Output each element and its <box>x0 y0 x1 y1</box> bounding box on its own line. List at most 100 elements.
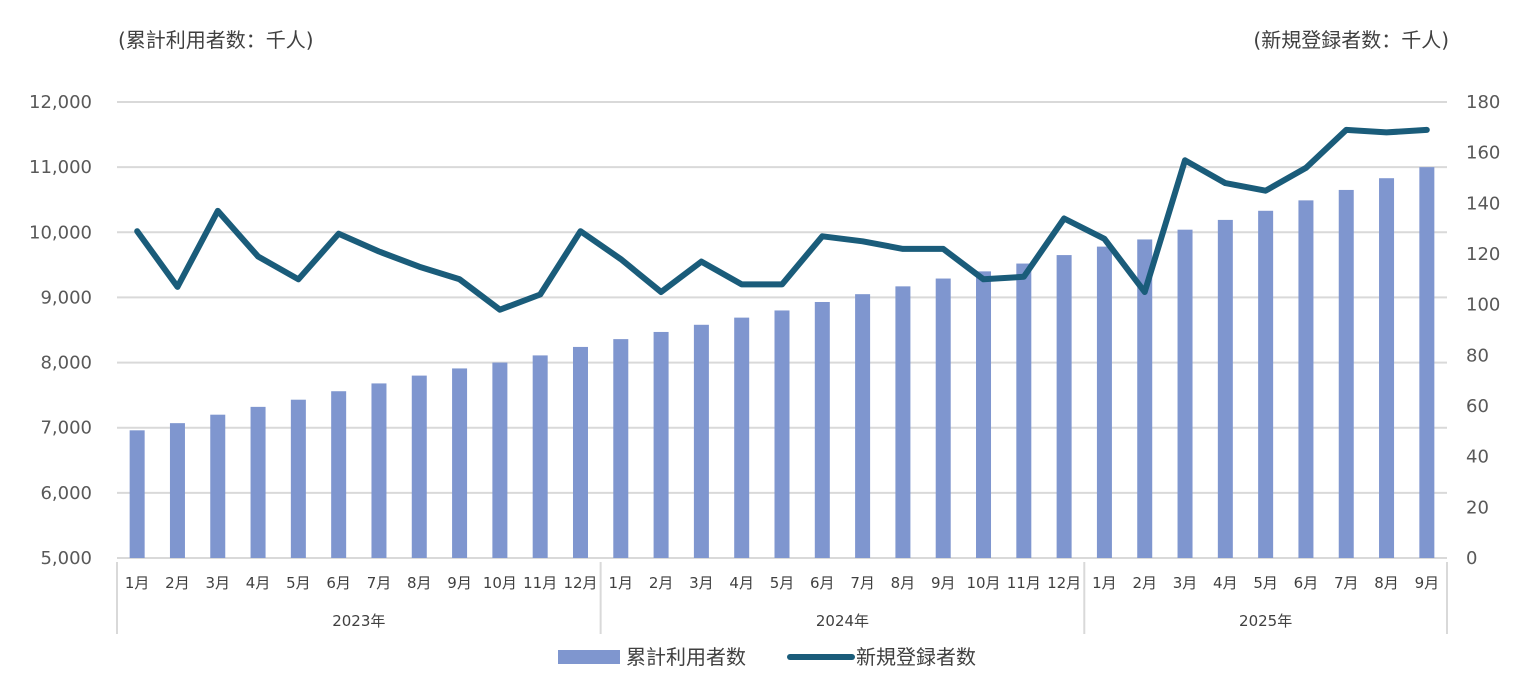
x-tick-label: 3月 <box>205 574 230 592</box>
bar <box>1096 246 1112 559</box>
line-point <box>1144 291 1146 293</box>
right-tick-label: 120 <box>1466 244 1500 265</box>
line-point <box>176 286 178 288</box>
x-tick-label: 1月 <box>1092 574 1117 592</box>
x-tick-label: 11月 <box>523 574 557 592</box>
line-point <box>1305 167 1307 169</box>
x-tick-label: 10月 <box>483 574 517 592</box>
line-point <box>1184 159 1186 161</box>
right-tick-label: 180 <box>1466 92 1500 113</box>
x-tick-label: 6月 <box>1294 574 1319 592</box>
bar <box>411 375 427 558</box>
legend-bar-label: 累計利用者数 <box>626 645 746 669</box>
bar <box>895 286 911 558</box>
x-tick-label: 9月 <box>1415 574 1440 592</box>
line-point <box>579 230 581 232</box>
bar <box>371 383 387 558</box>
line-point <box>136 230 138 232</box>
bar <box>1379 178 1395 558</box>
line-series-path <box>134 126 1430 313</box>
line-point <box>499 309 501 311</box>
bar <box>492 362 508 558</box>
x-tick-label: 7月 <box>850 574 875 592</box>
left-tick-label: 5,000 <box>40 548 92 569</box>
x-tick-label: 6月 <box>810 574 835 592</box>
x-tick-label: 8月 <box>1374 574 1399 592</box>
line-point <box>1265 190 1267 192</box>
bar <box>210 414 226 558</box>
bar <box>855 294 871 558</box>
line-point <box>459 278 461 280</box>
line-point <box>741 283 743 285</box>
left-tick-label: 8,000 <box>40 353 92 374</box>
line-point <box>862 240 864 242</box>
x-tick-label: 7月 <box>367 574 392 592</box>
right-tick-label: 80 <box>1466 345 1489 366</box>
bar <box>532 355 548 558</box>
line-point <box>620 258 622 260</box>
bar <box>452 368 468 558</box>
line-point <box>338 233 340 235</box>
bar <box>653 331 669 558</box>
x-tick-label: 5月 <box>286 574 311 592</box>
right-tick-label: 20 <box>1466 497 1489 518</box>
line-point <box>378 250 380 252</box>
x-tick-label: 9月 <box>931 574 956 592</box>
bar <box>935 278 951 558</box>
line-series <box>134 126 1430 313</box>
x-tick-label: 8月 <box>407 574 432 592</box>
bar <box>290 399 306 558</box>
line-point <box>902 248 904 250</box>
bar <box>331 391 347 558</box>
x-tick-label: 1月 <box>609 574 634 592</box>
x-tick-label: 12月 <box>563 574 597 592</box>
x-axis: 1月 2月 3月 4月 5月 6月 7月 8月 9月 10月 11月 12月 1月 2月 3月 4月 5月 6月 7… <box>116 562 1448 634</box>
x-tick-label: 2月 <box>649 574 674 592</box>
line-point <box>1386 131 1388 133</box>
bar <box>1298 200 1314 558</box>
left-tick-label: 9,000 <box>40 287 92 308</box>
bar-series <box>129 167 1435 559</box>
line-point <box>821 235 823 237</box>
line-point <box>257 256 259 258</box>
line-point <box>418 266 420 268</box>
x-group-label: 2025年 <box>1239 612 1292 630</box>
bar <box>572 346 588 558</box>
bar <box>169 423 185 558</box>
right-tick-label: 100 <box>1466 295 1500 316</box>
x-tick-label: 9月 <box>447 574 472 592</box>
x-tick-label: 4月 <box>729 574 754 592</box>
x-group-label: 2024年 <box>816 612 869 630</box>
line-point <box>942 248 944 250</box>
line-point <box>700 261 702 263</box>
right-tick-label: 0 <box>1466 548 1477 569</box>
right-tick-label: 140 <box>1466 193 1500 214</box>
x-tick-label: 4月 <box>1213 574 1238 592</box>
bar <box>250 406 266 558</box>
line-point <box>1023 276 1025 278</box>
line-point <box>1224 182 1226 184</box>
right-axis-ticks: 0 20 40 60 80 100 120 140 160 180 <box>1466 92 1500 569</box>
line-point <box>1345 129 1347 131</box>
bar <box>774 310 790 558</box>
line-point <box>1426 129 1428 131</box>
x-tick-label: 7月 <box>1334 574 1359 592</box>
x-tick-label: 6月 <box>326 574 351 592</box>
left-tick-label: 12,000 <box>29 92 92 113</box>
x-tick-label: 3月 <box>689 574 714 592</box>
x-tick-label: 8月 <box>891 574 916 592</box>
bar <box>693 324 709 558</box>
legend: 累計利用者数 新規登録者数 <box>558 645 976 669</box>
left-tick-label: 10,000 <box>29 222 92 243</box>
bar <box>1258 210 1274 558</box>
legend-line-label: 新規登録者数 <box>856 645 976 669</box>
bar <box>1137 239 1153 559</box>
line-point <box>1103 238 1105 240</box>
x-tick-label: 1月 <box>125 574 150 592</box>
x-tick-label: 5月 <box>770 574 795 592</box>
bar <box>1338 189 1354 558</box>
legend-bar-swatch <box>558 650 620 664</box>
line-point <box>1063 218 1065 220</box>
bar <box>1217 219 1233 558</box>
right-axis-unit-label: (新規登録者数：千人) <box>1253 28 1449 52</box>
